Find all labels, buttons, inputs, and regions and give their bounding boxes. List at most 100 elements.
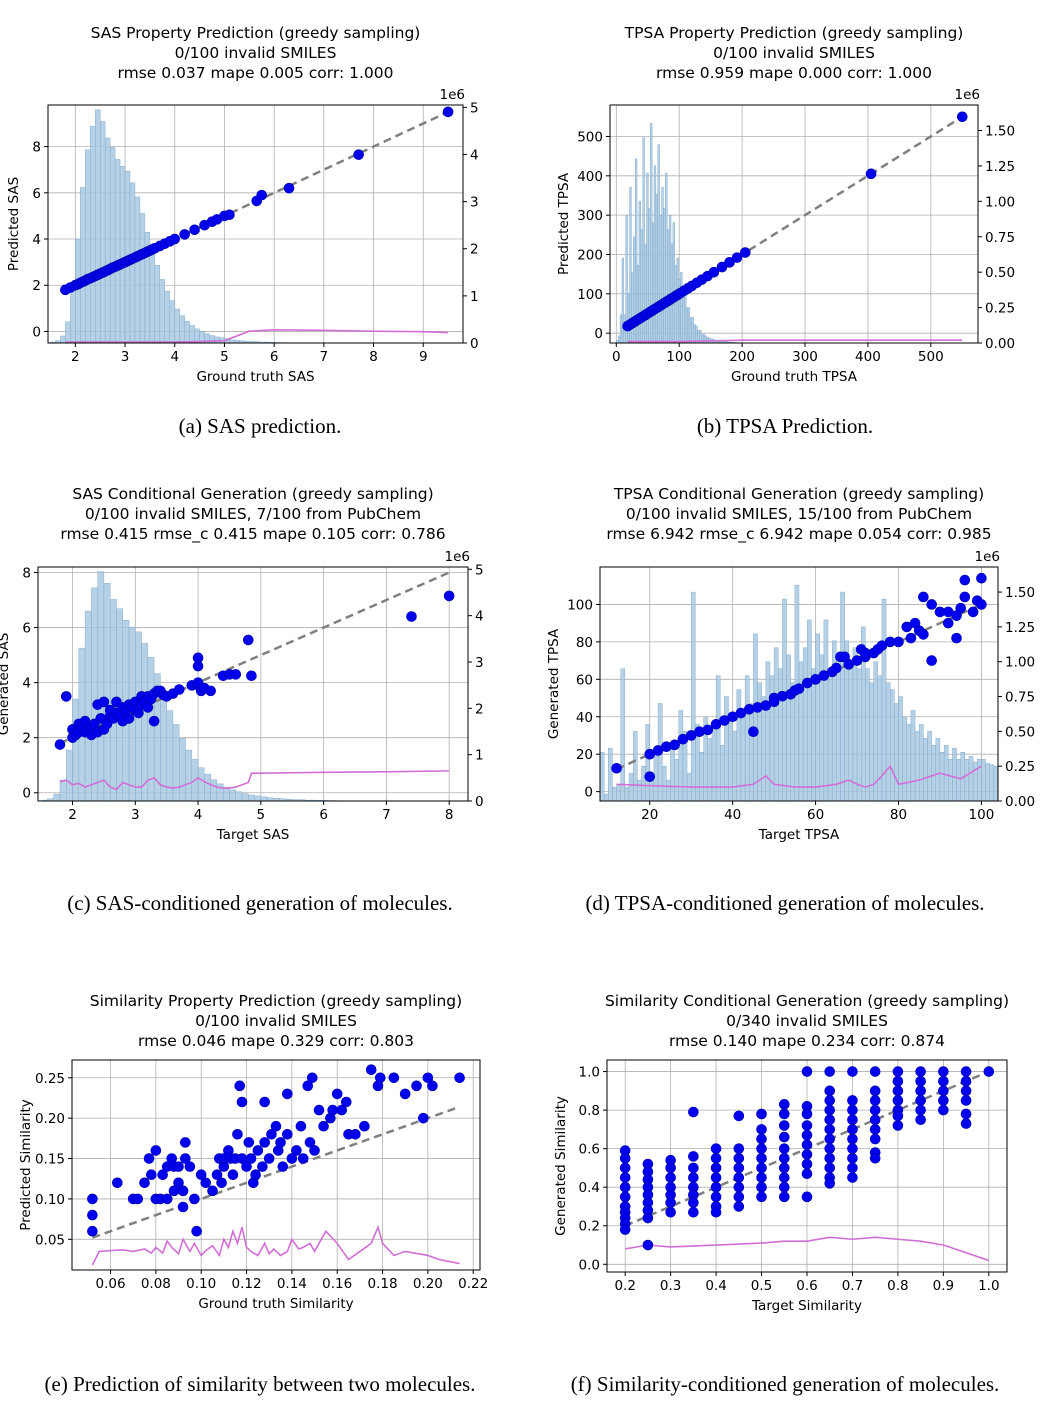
x-tick-label: 40 — [724, 807, 741, 823]
data-point — [192, 660, 204, 672]
histogram-bar — [216, 783, 224, 801]
data-point — [619, 1172, 631, 1183]
x-tick-label: 9 — [419, 349, 428, 365]
histogram-bar — [59, 779, 67, 801]
data-point — [611, 762, 622, 774]
data-point — [778, 1143, 790, 1154]
data-point — [359, 1120, 370, 1132]
data-point — [824, 1104, 836, 1116]
histogram-bar — [65, 321, 71, 343]
data-point — [748, 726, 759, 738]
y-tick-label: 100 — [567, 597, 593, 613]
data-point — [282, 1088, 293, 1100]
histogram-bar — [109, 147, 116, 343]
histogram-bar — [667, 229, 670, 343]
error-line — [627, 339, 963, 343]
histogram-bar — [885, 682, 891, 801]
data-point — [960, 1085, 972, 1097]
data-point — [619, 1162, 631, 1174]
data-point — [756, 1108, 767, 1120]
y2-tick-label: 1.50 — [1005, 585, 1035, 601]
data-point — [184, 1161, 196, 1172]
histogram-bar — [668, 215, 672, 343]
y-tick-label: 0.8 — [579, 1103, 600, 1119]
x-tick-label: 0.06 — [96, 1276, 126, 1292]
data-point — [926, 655, 937, 666]
x-tick-label: 5 — [257, 807, 266, 823]
data-point — [87, 1209, 98, 1221]
data-point — [665, 1172, 676, 1183]
data-point — [869, 1114, 881, 1126]
histogram-bar — [159, 279, 165, 343]
histogram-bar — [174, 308, 180, 343]
histogram-bar — [648, 208, 651, 343]
x-tick-label: 8 — [369, 349, 378, 365]
histogram-bar — [184, 321, 190, 343]
histogram-bar — [724, 696, 729, 801]
data-point — [778, 1131, 790, 1143]
x-tick-label: 2 — [71, 349, 80, 365]
histogram-bar — [53, 793, 61, 801]
x-tick-label: 0.14 — [277, 1276, 307, 1292]
histogram-bar — [619, 314, 623, 343]
data-point — [892, 1075, 904, 1087]
plot-content — [40, 571, 462, 801]
data-point — [112, 1177, 123, 1189]
histogram-bar — [119, 166, 126, 343]
data-point — [619, 1191, 631, 1203]
data-point — [733, 1191, 745, 1203]
histogram-bar — [665, 172, 668, 343]
histogram-bar — [204, 773, 211, 801]
data-point — [282, 1129, 293, 1140]
data-point — [847, 1066, 858, 1077]
caption-tpsa-prediction: (b) TPSA Prediction. — [696, 414, 874, 438]
x-tick-label: 0.5 — [751, 1278, 772, 1294]
histogram-bar — [66, 749, 73, 801]
data-point — [60, 691, 72, 702]
data-point — [207, 1185, 218, 1197]
data-point — [847, 1133, 858, 1145]
data-point — [189, 1193, 200, 1205]
histogram-bar — [689, 317, 692, 343]
data-point — [733, 1110, 745, 1122]
data-point — [865, 168, 877, 180]
data-point — [959, 574, 971, 586]
data-point — [960, 1118, 972, 1129]
histogram-bar — [811, 668, 816, 801]
data-point — [710, 1191, 722, 1203]
chart-title-line: rmse 0.415 rmse_c 0.415 mape 0.105 corr:… — [60, 525, 445, 544]
histogram-bar — [931, 745, 937, 801]
error-line — [625, 1236, 990, 1262]
histogram-bar — [99, 121, 106, 343]
histogram-bar — [84, 610, 92, 801]
histogram-bar — [749, 703, 754, 801]
x-tick-label: 20 — [641, 807, 658, 823]
plot-content — [50, 106, 454, 343]
y-tick-label: 100 — [577, 287, 603, 303]
y2-offset-label: 1e6 — [440, 87, 465, 103]
y-tick-label: 0 — [32, 324, 41, 340]
data-point — [710, 1206, 722, 1218]
data-point — [824, 1133, 836, 1145]
data-point — [733, 1152, 745, 1164]
histogram-bar — [761, 696, 767, 801]
histogram-bar — [877, 675, 883, 801]
data-point — [733, 1181, 745, 1193]
data-point — [793, 683, 805, 694]
data-point — [824, 1085, 836, 1097]
histogram-bar — [993, 765, 998, 801]
data-point — [304, 1137, 316, 1148]
chart-title-line: TPSA Conditional Generation (greedy samp… — [613, 485, 984, 503]
data-point — [938, 1085, 949, 1097]
y-tick-label: 0 — [22, 786, 31, 802]
y2-offset-label: 1e6 — [445, 549, 470, 565]
data-point — [824, 1162, 836, 1174]
data-point — [246, 670, 257, 682]
chart-title-line: 0/100 invalid SMILES, 15/100 from PubChe… — [626, 505, 972, 523]
histogram-bar — [661, 186, 664, 343]
data-point — [801, 1149, 813, 1160]
data-point — [847, 1152, 858, 1164]
histogram-bar — [753, 633, 758, 801]
x-tick-label: 200 — [729, 349, 755, 365]
histogram-bar — [815, 633, 820, 801]
